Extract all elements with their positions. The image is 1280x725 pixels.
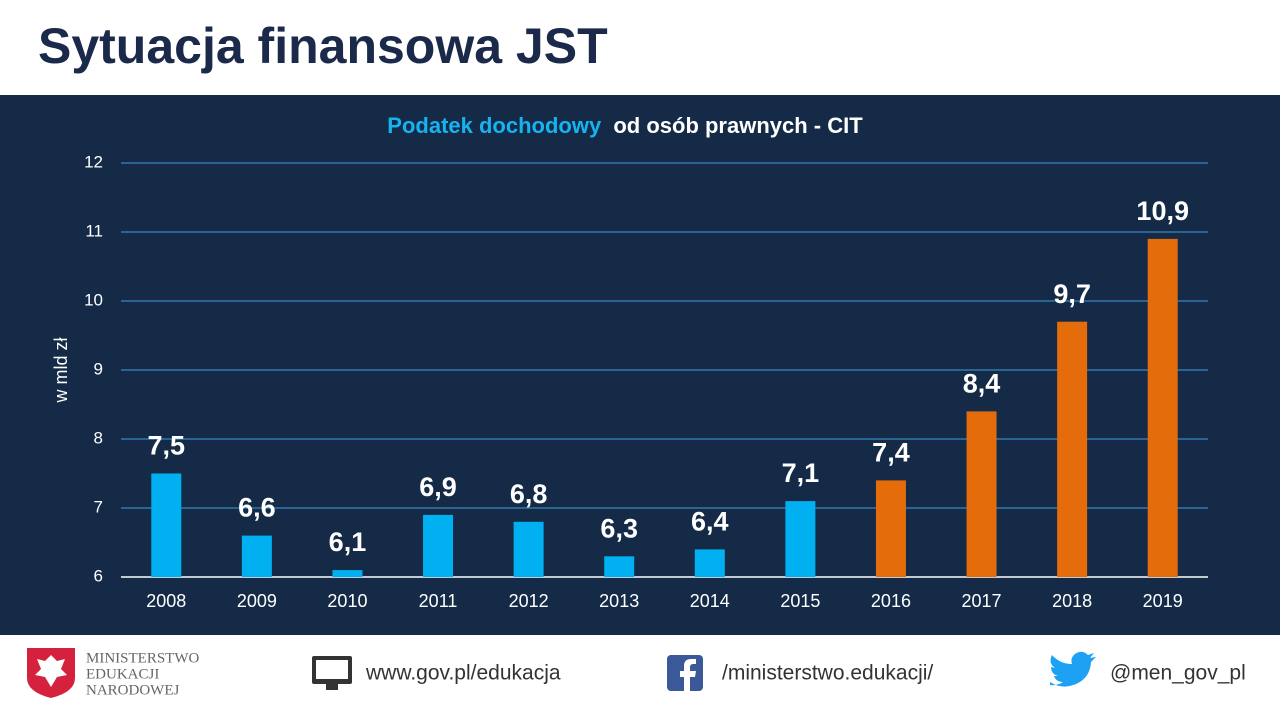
x-tick-label: 2012 xyxy=(509,591,549,611)
x-tick-label: 2009 xyxy=(237,591,277,611)
chart-title-part: Podatek dochodowy xyxy=(387,113,602,138)
y-tick-label: 8 xyxy=(94,428,103,447)
value-label: 6,4 xyxy=(691,507,729,537)
x-tick-label: 2016 xyxy=(871,591,911,611)
bar xyxy=(513,521,544,577)
value-label: 7,5 xyxy=(148,431,186,461)
value-label: 10,9 xyxy=(1136,196,1189,226)
bar xyxy=(423,514,454,577)
x-tick-label: 2011 xyxy=(419,591,458,611)
header-band xyxy=(0,0,1280,95)
bar xyxy=(966,411,997,577)
bar xyxy=(1147,238,1178,577)
facebook-link[interactable]: /ministerstwo.edukacji/ xyxy=(722,662,933,685)
x-tick-label: 2017 xyxy=(962,591,1002,611)
twitter-handle[interactable]: @men_gov_pl xyxy=(1110,662,1246,685)
plot: 6 7 8 9 10 11 12 2008 7,5 2009 6,6 2010 6,1 2011 6,9 20… xyxy=(84,152,1208,611)
bar xyxy=(694,549,725,577)
value-label: 6,8 xyxy=(510,479,548,509)
ministry-line: EDUKACJI xyxy=(86,666,159,682)
value-label: 7,1 xyxy=(782,458,820,488)
emblem xyxy=(27,648,75,698)
bar xyxy=(241,535,272,577)
y-tick-label: 9 xyxy=(94,359,103,378)
facebook-icon xyxy=(667,655,703,691)
x-tick-label: 2010 xyxy=(327,591,367,611)
ministry-line: NARODOWEJ xyxy=(86,682,179,698)
value-label: 6,6 xyxy=(238,493,276,523)
ministry-line: MINISTERSTWO xyxy=(86,650,199,666)
value-label: 7,4 xyxy=(872,438,910,468)
chart-title: Podatek dochodowy od osób prawnych - CIT xyxy=(387,113,863,138)
bar xyxy=(785,501,816,577)
y-tick-label: 6 xyxy=(94,566,103,585)
x-tick-label: 2018 xyxy=(1052,591,1092,611)
bar xyxy=(151,473,182,577)
footer-band xyxy=(0,635,1280,720)
bar xyxy=(332,570,363,577)
value-label: 8,4 xyxy=(963,369,1001,399)
bar xyxy=(1057,321,1088,577)
bar xyxy=(604,556,635,577)
value-label: 6,1 xyxy=(329,527,367,557)
y-tick-label: 7 xyxy=(94,497,103,516)
y-tick-label: 11 xyxy=(85,221,103,240)
monitor-icon xyxy=(312,656,352,690)
y-tick-label: 10 xyxy=(84,290,103,309)
bar xyxy=(875,480,906,577)
chart-panel xyxy=(0,95,1280,635)
twitter-icon xyxy=(1050,651,1096,687)
slide-title: Sytuacja finansowa JST xyxy=(38,18,608,74)
x-tick-label: 2014 xyxy=(690,591,730,611)
value-label: 6,9 xyxy=(419,472,457,502)
value-label: 9,7 xyxy=(1053,279,1091,309)
chart-title-part: od osób prawnych - CIT xyxy=(613,113,863,138)
x-tick-label: 2015 xyxy=(780,591,820,611)
value-label: 6,3 xyxy=(600,513,638,543)
y-tick-label: 12 xyxy=(84,152,103,171)
website[interactable]: www.gov.pl/edukacja xyxy=(365,662,561,685)
x-tick-label: 2008 xyxy=(146,591,186,611)
x-tick-label: 2013 xyxy=(599,591,639,611)
y-axis-label: w mld zł xyxy=(51,337,71,403)
x-tick-label: 2019 xyxy=(1143,591,1183,611)
